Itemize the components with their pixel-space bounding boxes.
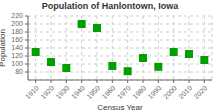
- svg-text:Census Year: Census Year: [97, 103, 143, 110]
- svg-text:1950: 1950: [85, 84, 101, 100]
- svg-text:120: 120: [11, 52, 23, 59]
- svg-text:1960: 1960: [101, 84, 117, 100]
- svg-text:160: 160: [11, 36, 23, 43]
- svg-text:220: 220: [11, 12, 23, 19]
- svg-text:100: 100: [11, 60, 23, 67]
- svg-text:2010: 2010: [177, 84, 193, 100]
- svg-text:80: 80: [15, 68, 23, 75]
- svg-text:1930: 1930: [55, 84, 71, 100]
- html-text:Population of Hanlontown, Iowa: Population of Hanlontown, Iowa: [41, 1, 179, 11]
- svg-text:1920: 1920: [39, 84, 55, 100]
- svg-text:1910: 1910: [24, 84, 40, 100]
- svg-text:1940: 1940: [70, 84, 86, 100]
- svg-text:140: 140: [11, 44, 23, 51]
- svg-text:1970: 1970: [116, 84, 132, 100]
- svg-text:2000: 2000: [162, 84, 178, 100]
- svg-text:200: 200: [11, 20, 23, 27]
- svg-text:1990: 1990: [147, 84, 163, 100]
- svg-text:1980: 1980: [131, 84, 147, 100]
- svg-text:180: 180: [11, 28, 23, 35]
- svg-text:2020: 2020: [193, 84, 209, 100]
